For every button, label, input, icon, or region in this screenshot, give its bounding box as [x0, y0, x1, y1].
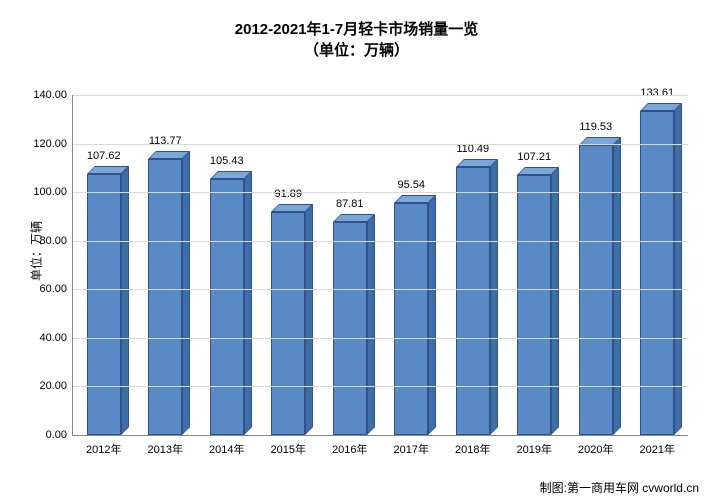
bar-side: [244, 171, 252, 435]
y-tick-label: 80.00: [39, 235, 73, 247]
bar-side: [182, 151, 190, 435]
grid-line: [73, 386, 688, 387]
bar: 91.89: [271, 212, 305, 435]
bar-value-label: 95.54: [397, 179, 425, 191]
bar: 105.43: [210, 179, 244, 435]
grid-line: [73, 289, 688, 290]
bar-slot: 95.542017年: [381, 95, 443, 435]
bar: 87.81: [333, 222, 367, 435]
bar-front: [456, 167, 490, 435]
y-tick-label: 60.00: [39, 283, 73, 295]
bar-slot: 133.612021年: [627, 95, 689, 435]
bar-value-label: 119.53: [579, 121, 612, 133]
bar-front: [394, 203, 428, 435]
bar: 107.62: [87, 174, 121, 435]
credit-text: 制图:第一商用车网 cvworld.cn: [540, 479, 699, 496]
bar: 113.77: [148, 159, 182, 435]
bar-slot: 105.432014年: [196, 95, 258, 435]
bar: 110.49: [456, 167, 490, 435]
bars-group: 107.622012年113.772013年105.432014年91.8920…: [73, 95, 688, 435]
x-tick-label: 2016年: [332, 435, 367, 457]
x-tick-label: 2017年: [394, 435, 429, 457]
grid-line: [73, 338, 688, 339]
bar-slot: 87.812016年: [319, 95, 381, 435]
bar-value-label: 91.89: [274, 188, 302, 200]
bar-front: [517, 175, 551, 435]
bar-value-label: 107.62: [87, 150, 121, 162]
bar-side: [121, 166, 129, 435]
bar-side: [367, 214, 375, 435]
x-tick-label: 2012年: [86, 435, 121, 457]
chart-title-line1: 2012-2021年1-7月轻卡市场销量一览: [0, 18, 713, 39]
bar-slot: 110.492018年: [442, 95, 504, 435]
y-tick-label: 100.00: [33, 186, 73, 198]
bar-front: [333, 222, 367, 435]
bar-value-label: 105.43: [210, 155, 244, 167]
bar-side: [551, 167, 559, 435]
y-tick-label: 140.00: [33, 89, 73, 101]
chart-container: 2012-2021年1-7月轻卡市场销量一览 （单位：万辆） 单位：万辆 107…: [0, 0, 713, 502]
bar-front: [148, 159, 182, 435]
bar-side: [490, 159, 498, 435]
bar-side: [613, 137, 621, 435]
bar-side: [428, 195, 436, 435]
bar-value-label: 87.81: [336, 198, 364, 210]
y-tick-label: 40.00: [39, 332, 73, 344]
bar-front: [271, 212, 305, 435]
bar-front: [87, 174, 121, 435]
chart-title: 2012-2021年1-7月轻卡市场销量一览 （单位：万辆）: [0, 18, 713, 60]
grid-line: [73, 95, 688, 96]
x-tick-label: 2018年: [455, 435, 490, 457]
bar-slot: 107.212019年: [504, 95, 566, 435]
y-axis-label: 单位：万辆: [28, 221, 45, 281]
bar-side: [305, 204, 313, 435]
bar: 107.21: [517, 175, 551, 435]
bar-value-label: 107.21: [517, 151, 551, 163]
grid-line: [73, 241, 688, 242]
bar-value-label: 133.61: [640, 87, 674, 99]
y-tick-label: 0.00: [46, 429, 73, 441]
y-tick-label: 120.00: [33, 138, 73, 150]
x-tick-label: 2021年: [640, 435, 675, 457]
grid-line: [73, 192, 688, 193]
bar-side: [674, 103, 682, 435]
bar-value-label: 113.77: [149, 135, 182, 147]
bar-slot: 91.892015年: [258, 95, 320, 435]
bar-slot: 113.772013年: [135, 95, 197, 435]
bar: 95.54: [394, 203, 428, 435]
x-tick-label: 2019年: [517, 435, 552, 457]
bar-front: [210, 179, 244, 435]
x-tick-label: 2013年: [148, 435, 183, 457]
plot-area: 107.622012年113.772013年105.432014年91.8920…: [72, 95, 688, 436]
y-tick-label: 20.00: [39, 380, 73, 392]
chart-title-line2: （单位：万辆）: [0, 39, 713, 60]
grid-line: [73, 144, 688, 145]
x-tick-label: 2020年: [578, 435, 613, 457]
x-tick-label: 2014年: [209, 435, 244, 457]
bar-slot: 107.622012年: [73, 95, 135, 435]
bar-slot: 119.532020年: [565, 95, 627, 435]
x-tick-label: 2015年: [271, 435, 306, 457]
